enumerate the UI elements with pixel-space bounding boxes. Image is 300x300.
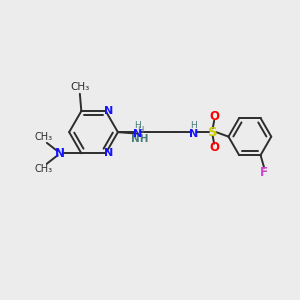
- Text: N: N: [189, 129, 198, 139]
- Text: N: N: [133, 129, 142, 139]
- Text: F: F: [260, 166, 268, 179]
- Text: H: H: [190, 121, 197, 130]
- Text: CH₃: CH₃: [34, 132, 53, 142]
- Text: NH: NH: [131, 134, 148, 144]
- Text: CH₃: CH₃: [34, 164, 53, 174]
- Text: O: O: [209, 110, 219, 123]
- Text: N: N: [104, 148, 113, 158]
- Text: N: N: [104, 106, 113, 116]
- Text: O: O: [209, 141, 219, 154]
- Text: S: S: [208, 126, 218, 139]
- Text: H: H: [134, 121, 141, 130]
- Text: CH₃: CH₃: [70, 82, 89, 92]
- Text: N: N: [55, 147, 65, 160]
- Text: H: H: [137, 126, 143, 135]
